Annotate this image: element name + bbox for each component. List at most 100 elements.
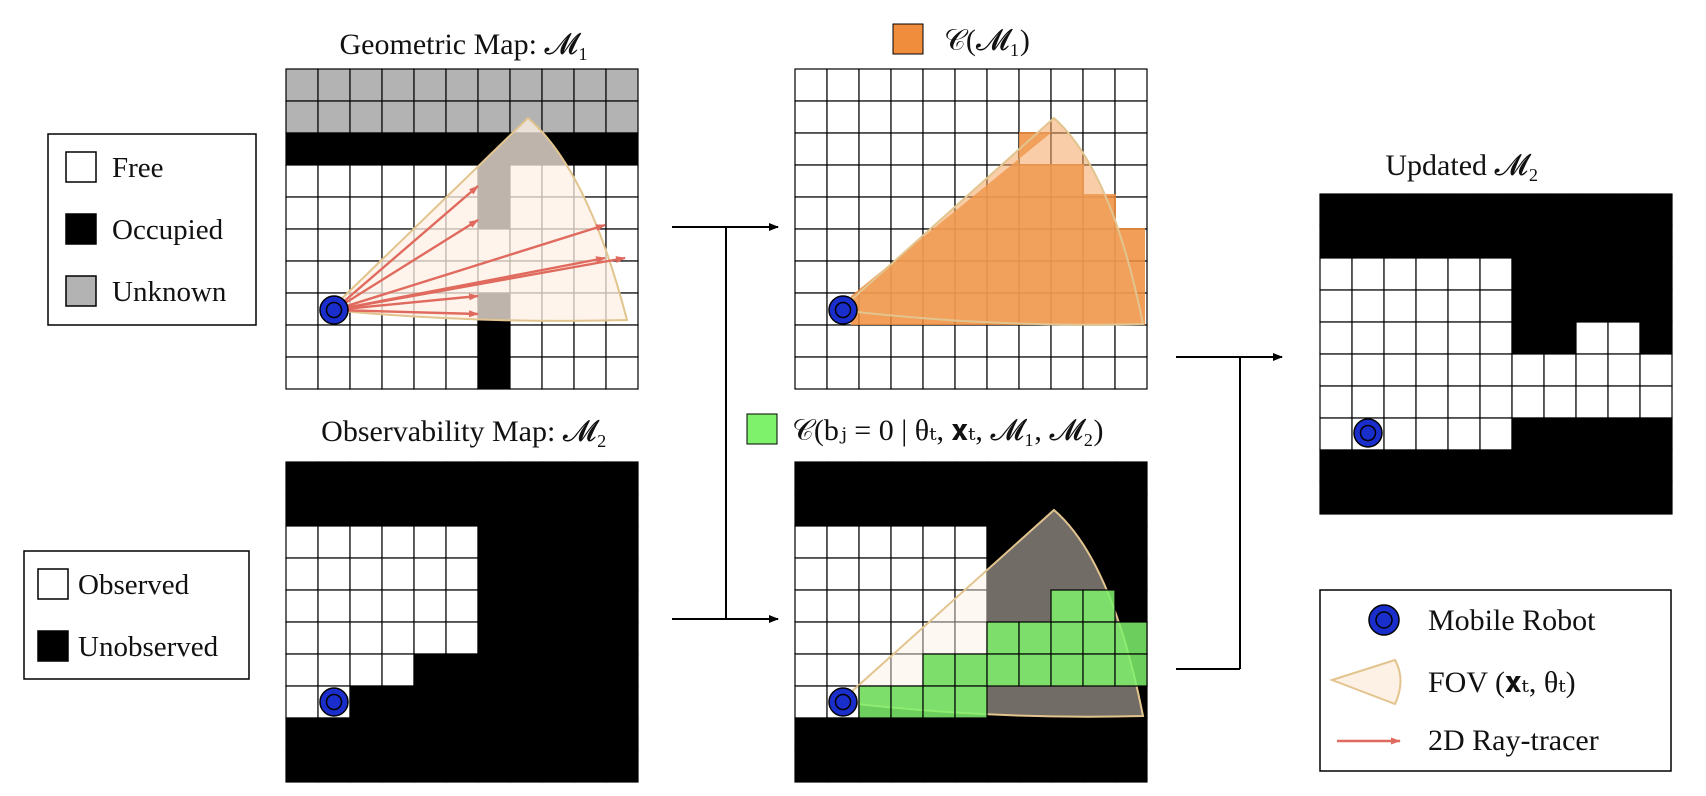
grid-cell — [317, 228, 351, 262]
grid-cell — [1351, 481, 1385, 515]
grid-cell — [1050, 717, 1084, 751]
grid-cell — [826, 493, 860, 527]
grid-cell — [1018, 493, 1052, 527]
grid-cell — [541, 493, 575, 527]
grid-cell — [1383, 193, 1417, 227]
grid-cell — [285, 493, 319, 527]
grid-cell — [1050, 324, 1084, 358]
grid-cell — [794, 749, 828, 783]
grid-cell — [922, 132, 956, 166]
grid-cell — [1114, 717, 1148, 751]
grid-cell — [1511, 481, 1545, 515]
grid-cell — [1543, 289, 1577, 323]
grid-cell — [1607, 449, 1641, 483]
grid-cell — [986, 100, 1020, 134]
grid-cell — [1575, 353, 1609, 387]
grid-cell — [986, 356, 1020, 390]
grid-cell — [1114, 493, 1148, 527]
grid-cell — [605, 621, 639, 655]
grid-cell — [605, 461, 639, 495]
grid-cell — [826, 324, 860, 358]
grid-cell — [605, 685, 639, 719]
grid-cell — [794, 621, 828, 655]
grid-cell — [413, 356, 447, 390]
grid-cell — [285, 356, 319, 390]
green-cell — [986, 653, 1020, 687]
grid-cell — [1114, 525, 1148, 559]
grid-cell — [605, 324, 639, 358]
grid-cell — [349, 68, 383, 102]
grid-cell — [1319, 417, 1353, 451]
c-bj-title: 𝒞(bⱼ = 0 | θₜ, 𝐱ₜ, 𝓜₁, 𝓜₂) — [792, 414, 1103, 447]
grid-cell — [1082, 461, 1116, 495]
grid-cell — [541, 653, 575, 687]
grid-cell — [605, 589, 639, 623]
green-cell — [1082, 653, 1116, 687]
grid-cell — [1383, 289, 1417, 323]
grid-cell — [1415, 385, 1449, 419]
grid-cell — [1447, 353, 1481, 387]
grid-cell — [986, 68, 1020, 102]
grid-cell — [349, 653, 383, 687]
grid-cell — [605, 525, 639, 559]
green-cell — [890, 685, 924, 719]
grid-cell — [605, 653, 639, 687]
grid-cell — [1114, 324, 1148, 358]
grid-cell — [605, 196, 639, 230]
grid-cell — [413, 621, 447, 655]
grid-cell — [1415, 225, 1449, 259]
grid-cell — [317, 557, 351, 591]
grid-cell — [1447, 449, 1481, 483]
grid-cell — [605, 132, 639, 166]
grid-cell — [381, 525, 415, 559]
grid-cell — [1114, 100, 1148, 134]
grid-cell — [986, 589, 1020, 623]
grid-cell — [1082, 68, 1116, 102]
grid-cell — [1018, 685, 1052, 719]
grid-cell — [1114, 356, 1148, 390]
legend-label: Unknown — [112, 276, 227, 308]
grid-cell — [1351, 257, 1385, 291]
grid-cell — [826, 653, 860, 687]
grid-cell — [858, 132, 892, 166]
grid-cell — [573, 621, 607, 655]
grid-cell — [573, 749, 607, 783]
grid-cell — [1639, 417, 1673, 451]
grid-cell — [477, 557, 511, 591]
grid-cell — [605, 717, 639, 751]
grid-cell — [1383, 257, 1417, 291]
grid-cell — [858, 589, 892, 623]
grid-cell — [890, 100, 924, 134]
legend-label: Observed — [78, 569, 190, 601]
grid-cell — [1082, 324, 1116, 358]
grid-cell — [445, 685, 479, 719]
grid-cell — [826, 749, 860, 783]
grid-cell — [858, 717, 892, 751]
robot-icon — [319, 295, 349, 325]
grid-cell — [1543, 481, 1577, 515]
grid-cell — [1018, 749, 1052, 783]
grid-cell — [1639, 353, 1673, 387]
grid-cell — [1383, 449, 1417, 483]
grid-cell — [1415, 481, 1449, 515]
grid-cell — [1511, 417, 1545, 451]
grid-cell — [1114, 749, 1148, 783]
ray — [333, 256, 626, 312]
grid-cell — [413, 68, 447, 102]
legend-robot: Mobile Robot FOV (𝐱ₜ, θₜ) 2D Ray-tracer — [1319, 589, 1672, 772]
grid-cell — [477, 356, 511, 390]
grid-cell — [381, 589, 415, 623]
grid-cell — [541, 356, 575, 390]
green-cell — [1082, 589, 1116, 623]
grid-cell — [986, 461, 1020, 495]
grid-cell — [477, 324, 511, 358]
c-bj-panel: 𝒞(bⱼ = 0 | θₜ, 𝐱ₜ, 𝓜₁, 𝓜₂) — [746, 413, 1148, 783]
grid-cell — [858, 493, 892, 527]
grid-cell — [826, 717, 860, 751]
grid-cell — [445, 653, 479, 687]
legend-label: Free — [112, 152, 164, 184]
green-cells — [858, 589, 1148, 719]
grid-cell — [826, 461, 860, 495]
grid-cell — [1447, 225, 1481, 259]
grid-cell — [794, 324, 828, 358]
